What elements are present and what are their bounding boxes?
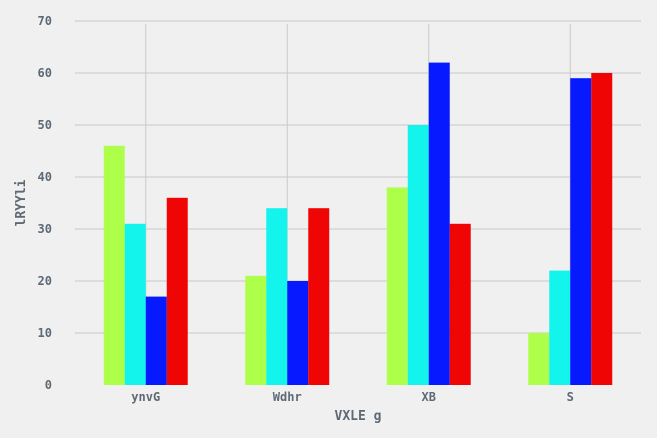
bars [103,62,613,385]
bar-series-2-XB [407,125,429,385]
bar-series-2-ynvG [124,223,146,385]
bar-series-2-S [549,270,571,385]
y-tick-label-1: 10 [38,326,52,340]
x-tick-label-1: Wdhr [273,390,302,404]
bar-series-3-ynvG [145,296,167,385]
y-tick-label-2: 20 [38,274,52,288]
y-tick-label-0: 0 [45,378,52,392]
bar-series-1-XB [386,187,408,385]
x-tick-label-2: XB [422,390,436,404]
y-axis-label: lRYYli [14,179,29,226]
y-tick-label-5: 50 [38,118,52,132]
bar-series-4-Wdhr [308,208,330,385]
bar-series-3-Wdhr [287,281,309,385]
bar-series-2-Wdhr [266,208,288,385]
bar-series-4-ynvG [166,197,188,385]
bar-series-3-S [570,78,592,385]
bar-series-1-Wdhr [245,275,267,385]
bar-series-1-ynvG [103,145,125,385]
y-tick-label-6: 60 [38,66,52,80]
y-tick-label-3: 30 [38,222,52,236]
bar-series-4-S [591,73,613,385]
bar-series-3-XB [428,62,450,385]
x-axis-label: VXLE g [335,409,382,424]
bar-series-4-XB [449,223,471,385]
bar-series-1-S [528,333,550,385]
y-tick-label-4: 40 [38,170,52,184]
x-tick-labels: ynvG Wdhr XB S [131,390,574,404]
x-tick-label-0: ynvG [131,390,160,404]
x-tick-label-3: S [567,390,574,404]
y-tick-label-7: 70 [38,14,52,28]
y-tick-labels: 0 10 20 30 40 50 60 70 [38,14,52,392]
